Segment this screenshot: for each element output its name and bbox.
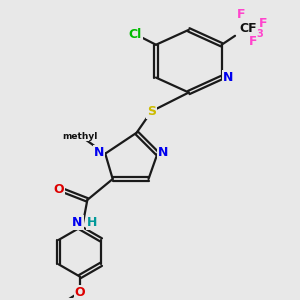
Text: N: N (94, 146, 104, 159)
Text: N: N (158, 146, 168, 159)
Text: methyl: methyl (62, 132, 98, 141)
Text: F: F (237, 8, 245, 21)
Text: N: N (72, 216, 83, 229)
Text: 3: 3 (256, 29, 263, 39)
Text: S: S (147, 105, 156, 118)
Text: F: F (259, 17, 267, 30)
Text: N: N (223, 71, 233, 84)
Text: O: O (75, 286, 85, 298)
Text: O: O (54, 183, 64, 196)
Text: H: H (87, 216, 98, 229)
Text: Cl: Cl (128, 28, 142, 41)
Text: F: F (249, 35, 257, 48)
Text: CF: CF (240, 22, 257, 35)
